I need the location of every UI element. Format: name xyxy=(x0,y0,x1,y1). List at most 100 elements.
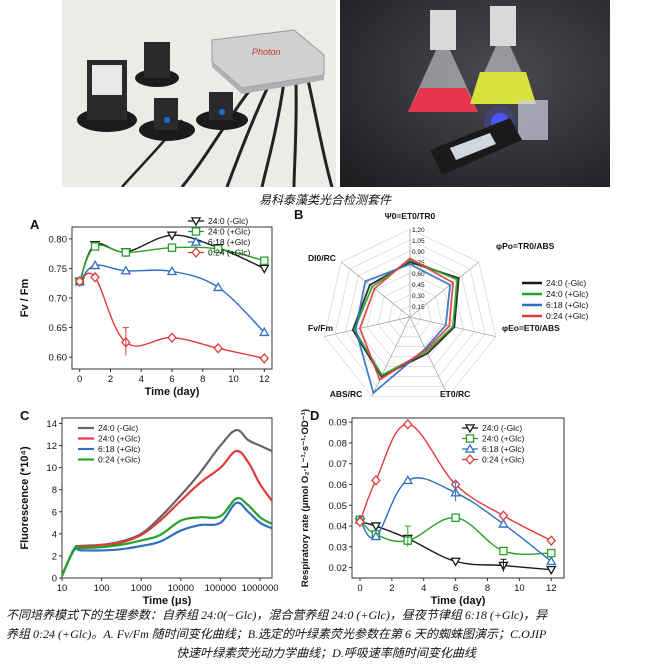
data-point xyxy=(90,271,100,283)
data-point xyxy=(259,352,270,364)
radar-axis xyxy=(409,261,480,318)
device-brand-label: Photon xyxy=(252,47,281,57)
legend-marker xyxy=(190,217,202,227)
data-point xyxy=(402,474,414,485)
chart-d: D 0.02 0.03 0.04 0.05 0.06 0.07 0.08 0.09 0 2 4 6 8 10… xyxy=(300,408,565,607)
radar-axis-label: Ψ0=ET0/TR0 xyxy=(385,211,436,221)
radar-axis-label: Fv/Fm xyxy=(308,323,333,333)
y-axis-label: Respiratory rate (μmol O₂·L⁻¹·s⁻¹·OD⁻¹) xyxy=(300,409,311,587)
x-tick-label: 100 xyxy=(94,583,110,594)
x-tick-label: 2 xyxy=(108,374,113,385)
photo-algae-kit: Photon xyxy=(62,0,336,187)
data-point xyxy=(546,535,557,546)
legend-label: 6:18 (+Glc) xyxy=(546,300,588,310)
plot-frame xyxy=(61,417,273,579)
photo-caption: 易科泰藻类光合检测套件 xyxy=(258,193,391,207)
photo-flasks-and-meter xyxy=(340,0,610,187)
x-tick-label: 10 xyxy=(228,374,239,385)
data-point xyxy=(499,546,508,556)
data-point xyxy=(403,418,413,430)
x-tick-label: 4 xyxy=(421,583,426,594)
legend-label: 24:0 (+Glc) xyxy=(98,434,140,444)
y-axis-label: Fv / Fm xyxy=(19,279,31,318)
radar-grid-ring xyxy=(345,250,475,377)
data-point xyxy=(167,243,177,252)
x-tick-label: 6 xyxy=(453,583,458,594)
y-tick-label: 0.65 xyxy=(49,323,68,334)
legend-label: 0:24 (+Glc) xyxy=(98,455,140,465)
panel-label: A xyxy=(30,217,40,232)
x-tick-label: 1000 xyxy=(131,583,152,594)
x-tick-label: 10 xyxy=(57,583,68,594)
x-tick-label: 12 xyxy=(546,583,557,594)
data-point xyxy=(90,242,100,251)
radar-series-3 xyxy=(354,263,452,395)
radar-scale-label: 0.90 xyxy=(412,249,425,256)
panel-a: A 0.60 0.65 0.70 0.75 0.80 0 2 4 6 8 10 12 Time (day)… xyxy=(0,205,295,405)
legend-marker xyxy=(465,434,475,443)
y-tick-label: 12 xyxy=(46,441,57,452)
y-tick-label: 6 xyxy=(52,507,57,518)
data-point xyxy=(166,231,178,241)
radar-scale-label: 0.30 xyxy=(412,293,425,300)
radar-scale-label: 1.20 xyxy=(412,227,425,234)
radar-scale-label: 0.60 xyxy=(412,271,425,278)
x-tick-label: 1000000 xyxy=(242,583,279,594)
chart-a: A 0.60 0.65 0.70 0.75 0.80 0 2 4 6 8 10 12 Time (day)… xyxy=(19,216,273,398)
y-tick-label: 0.60 xyxy=(49,353,68,364)
legend-label: 0:24 (+Glc) xyxy=(208,248,250,258)
chart-b: B0.150.300.450.600.750.901.051.20Ψ0=ET0/… xyxy=(294,207,588,399)
radar-axis xyxy=(409,316,449,397)
data-point xyxy=(498,518,509,528)
radar-scale-label: 1.05 xyxy=(412,238,425,245)
legend-label: 24:0 (-Glc) xyxy=(482,423,522,433)
chart-c: C 0 2 4 6 8 10 12 14 10 100 1000 10000 100000 1000000 T… xyxy=(19,408,279,607)
data-point xyxy=(212,281,224,292)
x-tick-label: 12 xyxy=(259,374,270,385)
y-tick-label: 0.07 xyxy=(329,459,348,470)
data-point xyxy=(74,276,85,287)
radar-axis-label: ET0/RC xyxy=(440,389,470,399)
y-tick-label: 8 xyxy=(52,485,57,496)
data-point xyxy=(546,555,557,566)
panel-label: C xyxy=(20,408,30,423)
legend-label: 6:18 (+Glc) xyxy=(482,444,524,454)
x-tick-label: 0 xyxy=(357,583,362,594)
y-tick-label: 14 xyxy=(46,419,57,430)
x-axis-label: Time (day) xyxy=(431,595,486,606)
radar-series-4 xyxy=(358,257,454,382)
x-tick-label: 0 xyxy=(77,374,82,385)
plot-frame xyxy=(351,417,565,579)
legend-label: 0:24 (+Glc) xyxy=(546,311,588,321)
data-point xyxy=(370,522,382,532)
data-point xyxy=(451,513,460,522)
series-line-4 xyxy=(60,497,273,577)
radar-scale-label: 0.45 xyxy=(412,282,425,289)
y-tick-label: 0.04 xyxy=(329,522,348,533)
y-tick-label: 0.08 xyxy=(329,438,348,449)
y-tick-label: 0 xyxy=(52,574,57,585)
caption-line-3: 快速叶绿素荧光动力学曲线；D.呼吸速率随时间变化曲线 xyxy=(176,646,476,660)
legend-label: 24:0 (+Glc) xyxy=(546,289,588,299)
data-point xyxy=(259,264,270,274)
data-point xyxy=(546,548,556,558)
series-line-3 xyxy=(79,264,265,333)
data-point xyxy=(89,260,101,270)
x-tick-label: 8 xyxy=(200,374,205,385)
radar-axis-label: φEo=ET0/ABS xyxy=(502,323,560,333)
panel-c: C 0 2 4 6 8 10 12 14 10 100 1000 10000 100000 1000000 T… xyxy=(0,398,300,607)
x-tick-label: 10000 xyxy=(168,583,194,594)
legend-marker xyxy=(464,424,476,434)
legend-label: 6:18 (+Glc) xyxy=(208,237,250,247)
caption-line-1: 不同培养模式下的生理参数：自养组 24:0(−Glc)，混合营养组 24:0 (… xyxy=(6,608,548,622)
y-tick-label: 4 xyxy=(52,529,57,540)
x-tick-label: 8 xyxy=(485,583,490,594)
radar-scale-label: 0.15 xyxy=(412,304,425,311)
data-point xyxy=(355,516,365,528)
data-point xyxy=(546,565,557,576)
x-tick-label: 6 xyxy=(169,374,174,385)
data-point xyxy=(121,248,131,257)
legend-label: 0:24 (+Glc) xyxy=(482,455,524,465)
y-axis-label: Fluorescence (*10⁴) xyxy=(19,446,31,550)
radar-grid-ring xyxy=(377,283,443,348)
